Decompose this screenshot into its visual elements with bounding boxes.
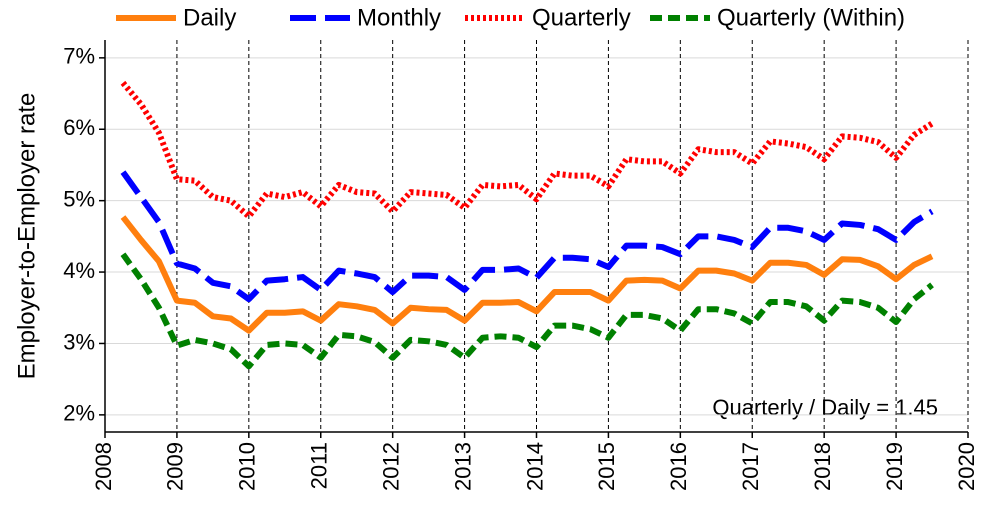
series-line [120, 252, 934, 370]
x-tick-label: 2011 [307, 442, 332, 489]
x-tick-label: 2013 [450, 442, 475, 491]
y-tick-label: 4% [63, 258, 95, 283]
y-tick-label: 6% [63, 115, 95, 140]
y-tick-label: 3% [63, 329, 95, 354]
x-tick-label: 2015 [594, 442, 619, 491]
x-tick-label: 2009 [163, 442, 188, 491]
x-tick-label: 2014 [522, 442, 547, 491]
x-tick-label: 2020 [954, 442, 979, 491]
x-tick-label: 2008 [91, 442, 116, 491]
legend-label: Quarterly (Within) [717, 4, 905, 31]
legend-label: Monthly [357, 4, 441, 31]
x-tick-label: 2012 [378, 442, 403, 491]
x-tick-label: 2016 [666, 442, 691, 491]
x-tick-label: 2017 [738, 442, 763, 491]
y-axis-label: Employer-to-Employer rate [13, 93, 40, 380]
annotation: Quarterly / Daily = 1.45 [712, 395, 938, 420]
x-tick-label: 2019 [882, 442, 907, 491]
legend-label: Quarterly [532, 4, 631, 31]
y-tick-label: 7% [63, 44, 95, 69]
y-tick-label: 2% [63, 401, 95, 426]
series-line [120, 170, 934, 303]
y-tick-label: 5% [63, 186, 95, 211]
legend-label: Daily [183, 4, 236, 31]
x-tick-label: 2018 [810, 442, 835, 491]
series-line [120, 80, 934, 220]
series-line [120, 215, 934, 334]
x-tick-label: 2010 [235, 442, 260, 491]
